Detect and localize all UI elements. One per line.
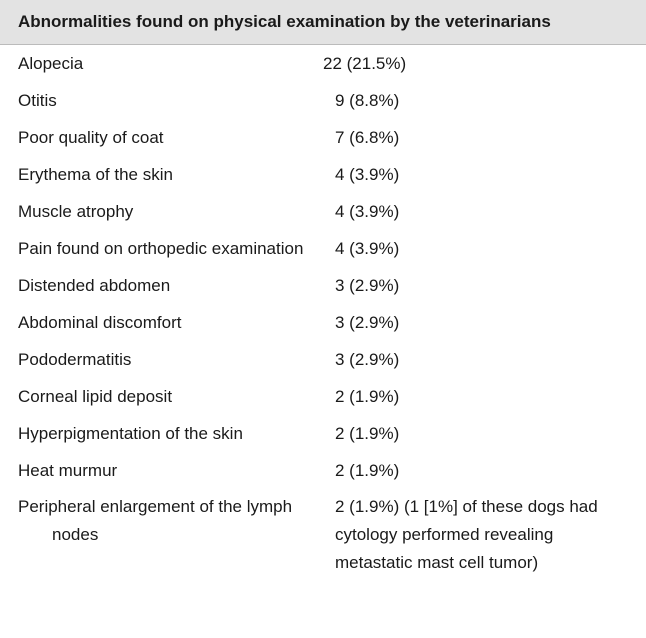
table-title: Abnormalities found on physical examinat…: [0, 0, 646, 45]
table-row: Poor quality of coat 7 (6.8%): [0, 119, 646, 156]
label-cell: Erythema of the skin: [18, 164, 173, 184]
value-cell: 22 (21.5%): [323, 53, 407, 73]
value-cell: 2 (1.9%): [335, 460, 400, 480]
value-cell: 3 (2.9%): [335, 275, 400, 295]
table-row: Erythema of the skin 4 (3.9%): [0, 156, 646, 193]
value-cell: 7 (6.8%): [335, 127, 400, 147]
table-head: Abnormalities found on physical examinat…: [0, 0, 646, 45]
label-cell: Peripheral enlargement of the lymph node…: [18, 497, 293, 544]
table: Abnormalities found on physical examinat…: [0, 0, 646, 578]
value-cell: 2 (1.9%) (1 [1%] of these dogs had cytol…: [335, 497, 598, 572]
table-row: Pain found on orthopedic examination 4 (3…: [0, 230, 646, 267]
value-cell: 2 (1.9%): [335, 386, 400, 406]
label-cell: Heat murmur: [18, 460, 118, 480]
value-cell: 4 (3.9%): [335, 238, 400, 258]
label-cell: Otitis: [18, 90, 57, 110]
value-cell: 4 (3.9%): [335, 201, 400, 221]
table-row: Corneal lipid deposit 2 (1.9%): [0, 378, 646, 415]
table-row: Peripheral enlargement of the lymph node…: [0, 489, 646, 577]
header-row: Abnormalities found on physical examinat…: [0, 0, 646, 45]
table-row: Otitis 9 (8.8%): [0, 82, 646, 119]
table-body: Alopecia 22 (21.5%) Otitis 9 (8.8%) Poor qua…: [0, 45, 646, 578]
value-cell: 9 (8.8%): [335, 90, 400, 110]
label-cell: Pain found on orthopedic examination: [18, 238, 304, 258]
table-row: Heat murmur 2 (1.9%): [0, 452, 646, 489]
label-cell: Pododermatitis: [18, 349, 132, 369]
label-cell: Alopecia: [18, 53, 84, 73]
value-cell: 4 (3.9%): [335, 164, 400, 184]
value-cell: 3 (2.9%): [335, 312, 400, 332]
table-row: Pododermatitis 3 (2.9%): [0, 341, 646, 378]
label-cell: Distended abdomen: [18, 275, 171, 295]
label-cell: Muscle atrophy: [18, 201, 134, 221]
label-cell: Poor quality of coat: [18, 127, 164, 147]
label-cell: Hyperpigmentation of the skin: [18, 423, 243, 443]
label-cell: Abdominal discomfort: [18, 312, 182, 332]
table-row: Distended abdomen 3 (2.9%): [0, 267, 646, 304]
label-cell: Corneal lipid deposit: [18, 386, 173, 406]
value-cell: 3 (2.9%): [335, 349, 400, 369]
value-cell: 2 (1.9%): [335, 423, 400, 443]
table-row: Muscle atrophy 4 (3.9%): [0, 193, 646, 230]
table-row: Abdominal discomfort 3 (2.9%): [0, 304, 646, 341]
table-row: Alopecia 22 (21.5%): [0, 45, 646, 83]
table-row: Hyperpigmentation of the skin 2 (1.9%): [0, 415, 646, 452]
